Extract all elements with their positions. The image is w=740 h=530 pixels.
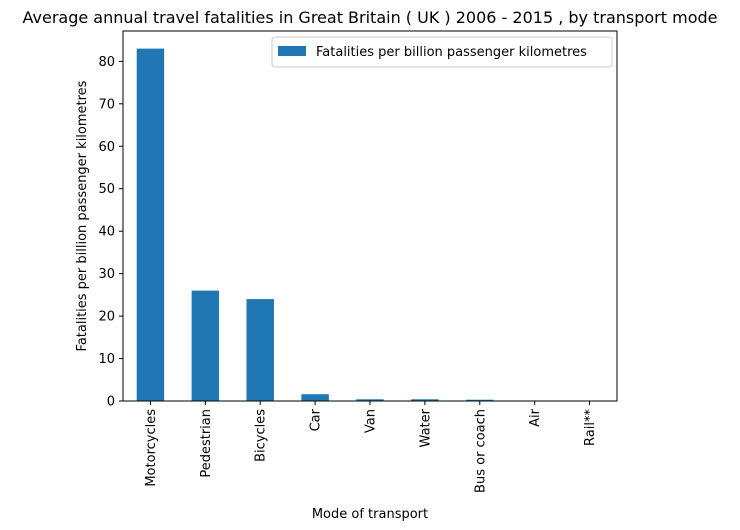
x-tick-label: Air: [528, 408, 543, 427]
y-tick-label: 60: [98, 140, 115, 155]
y-tick-label: 0: [107, 395, 115, 410]
x-tick-label: Pedestrian: [199, 409, 214, 478]
chart-title: Average annual travel fatalities in Grea…: [23, 8, 718, 27]
y-tick-label: 70: [98, 97, 115, 112]
bar-car: [301, 394, 329, 401]
x-tick-label: Water: [418, 408, 433, 447]
x-tick-label: Motorcycles: [144, 409, 159, 487]
x-axis-ticks: Motorcycles Pedestrian Bicycles Car Van Water…: [144, 401, 598, 493]
y-tick-label: 10: [98, 352, 115, 367]
legend-box: [271, 36, 613, 68]
legend-label: Fatalities per billion passenger kilomet…: [316, 45, 587, 60]
x-axis-label: Mode of transport: [312, 507, 428, 522]
y-tick-label: 30: [98, 267, 115, 282]
y-tick-label: 80: [98, 55, 115, 70]
x-tick-label: Car: [309, 408, 324, 431]
bar-van: [356, 399, 384, 401]
bar-motorcycles: [136, 48, 165, 401]
bars-group: [136, 48, 604, 401]
bar-bicycles: [246, 299, 274, 401]
bar-pedestrian: [191, 290, 220, 401]
x-tick-label: Van: [364, 409, 379, 433]
y-tick-label: 40: [98, 225, 115, 240]
legend: Fatalities per billion passenger kilomet…: [271, 36, 613, 68]
x-tick-label: Bicycles: [254, 409, 269, 462]
y-tick-label: 20: [98, 310, 115, 325]
y-tick-label: 50: [98, 182, 115, 197]
x-tick-label: Bus or coach: [473, 409, 488, 493]
bar-bus-or-coach: [466, 399, 494, 401]
x-tick-label: Rail**: [583, 409, 598, 446]
legend-swatch: [278, 46, 306, 56]
plot-area: 0 10 20 30 40 50 60 70 80 Motorcycles Pedestrian B…: [98, 30, 618, 493]
y-axis-ticks: 0 10 20 30 40 50 60 70 80: [98, 55, 123, 410]
bar-water: [411, 399, 439, 401]
y-axis-label: Fatalities per billion passenger kilomet…: [75, 80, 90, 351]
